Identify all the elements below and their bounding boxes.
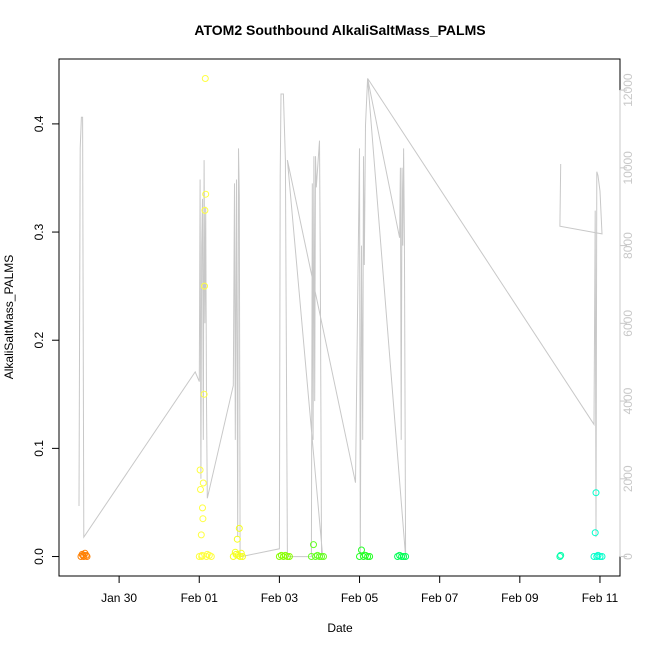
data-point: [199, 515, 207, 523]
right-tick-label: 8000: [621, 232, 635, 259]
data-point: [202, 190, 210, 198]
right-tick-label: 0: [621, 553, 635, 560]
data-point: [235, 524, 243, 532]
data-point: [239, 553, 246, 560]
y-tick-label: 0.0: [32, 548, 46, 565]
right-tick-label: 2000: [621, 465, 635, 492]
data-point: [402, 553, 410, 560]
data-point: [83, 553, 91, 560]
data-point: [557, 551, 565, 559]
secondary-line-layer: [78, 78, 603, 558]
y-tick-label: 0.3: [32, 223, 46, 240]
x-tick-label: Feb 07: [421, 591, 459, 605]
x-tick-label: Feb 01: [181, 591, 219, 605]
y-tick-label: 0.2: [32, 332, 46, 349]
data-point: [196, 466, 204, 474]
data-point: [201, 206, 209, 214]
right-tick-label: 12000: [621, 73, 635, 107]
data-point: [197, 531, 205, 539]
x-axis-label: Date: [327, 621, 353, 635]
data-point: [366, 553, 374, 560]
data-point: [198, 551, 206, 559]
data-point: [598, 553, 606, 560]
x-tick-label: Feb 03: [261, 591, 299, 605]
data-point: [364, 553, 372, 560]
data-point: [318, 553, 325, 560]
data-point: [593, 553, 601, 560]
data-point: [285, 553, 293, 560]
data-point: [201, 75, 209, 82]
data-point: [283, 553, 291, 560]
x-tick-label: Jan 30: [101, 591, 137, 605]
data-point: [200, 390, 208, 398]
plot-frame: [58, 58, 621, 577]
data-point: [237, 549, 245, 557]
data-point: [591, 529, 599, 537]
y-axis-label: AlkaliSaltMass_PALMS: [2, 255, 16, 380]
data-point: [199, 479, 207, 487]
data-point: [398, 553, 406, 560]
right-tick-label: 4000: [621, 387, 635, 414]
right-tick-label: 6000: [621, 310, 635, 337]
data-point: [320, 553, 327, 560]
data-point: [400, 553, 408, 560]
y-tick-label: 0.4: [32, 115, 46, 132]
data-point: [358, 546, 365, 554]
data-point: [197, 486, 204, 493]
y-axis-right: 0 2000 4000 6000 8000 10000 12000: [619, 73, 635, 560]
data-point: [82, 551, 90, 559]
data-point: [207, 553, 215, 560]
chart-title: ATOM2 Southbound AlkaliSaltMass_PALMS: [194, 22, 485, 38]
data-point: [556, 553, 564, 560]
x-tick-label: Feb 09: [501, 591, 539, 605]
y-tick-label: 0.1: [32, 440, 46, 457]
x-tick-label: Feb 11: [582, 591, 619, 605]
points-layer: [77, 75, 606, 560]
data-point: [316, 553, 323, 560]
data-point: [201, 282, 208, 290]
data-point: [236, 553, 244, 560]
y-axis: 0.0 0.1 0.2 0.3 0.4: [32, 115, 60, 565]
x-tick-label: Feb 05: [341, 591, 379, 605]
x-axis: Jan 30 Feb 01 Feb 03 Feb 05 Feb 07 Feb 09 Feb …: [101, 575, 619, 605]
data-point: [592, 489, 600, 497]
data-point: [596, 553, 604, 560]
data-point: [233, 535, 241, 543]
right-tick-label: 10000: [621, 151, 635, 185]
data-point: [310, 541, 317, 549]
data-point: [79, 551, 87, 559]
secondary-series-line: [78, 78, 603, 558]
data-point: [199, 504, 206, 512]
